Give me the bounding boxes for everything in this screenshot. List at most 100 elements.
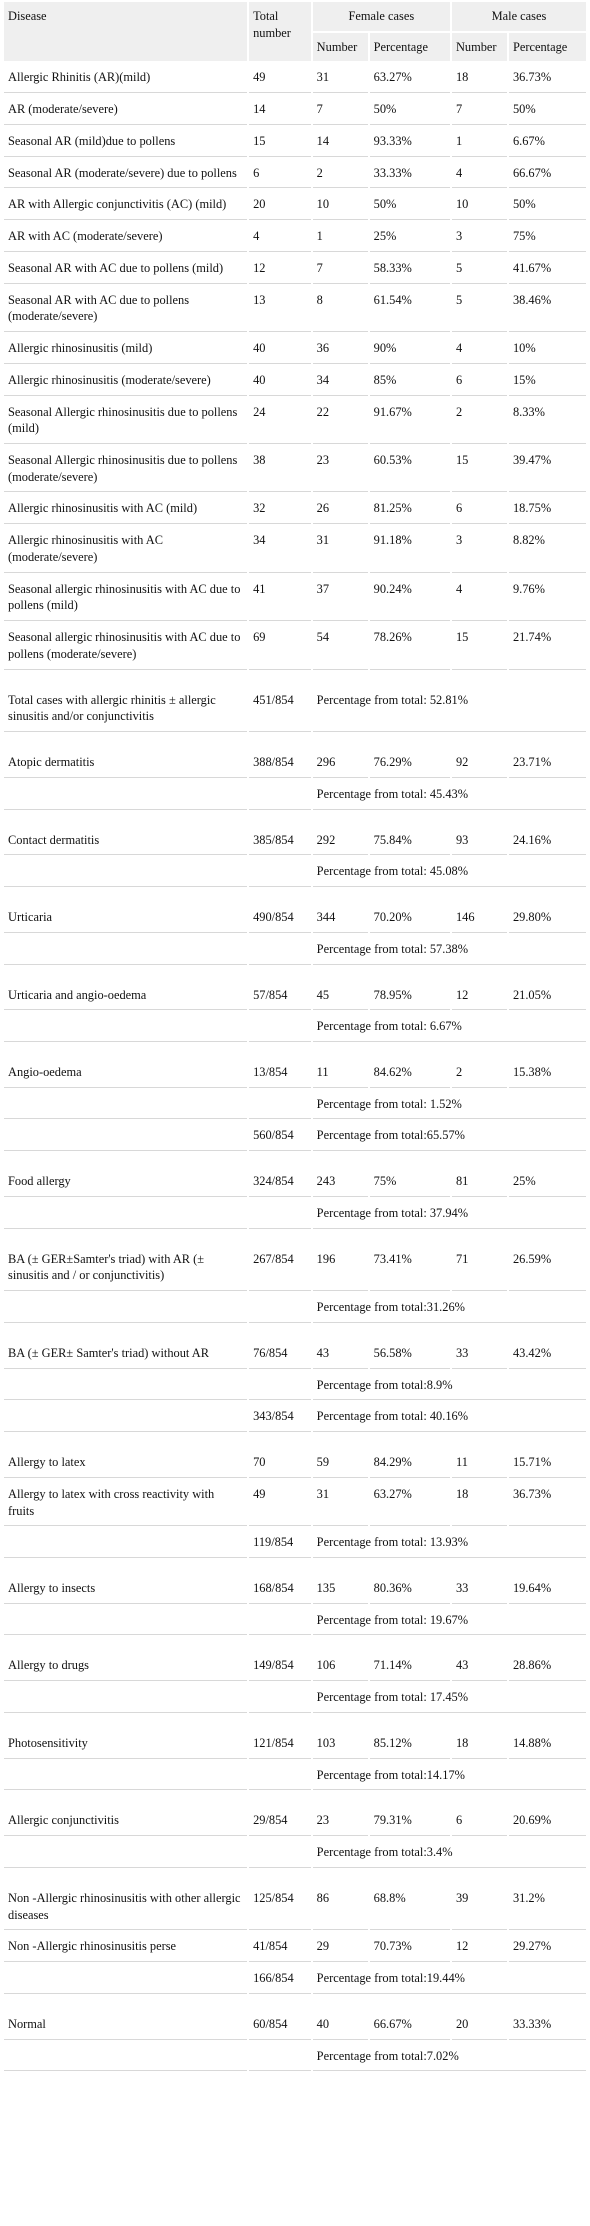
table-row: Photosensitivity 121/854 103 85.12% 18 14.88%: [4, 1729, 586, 1759]
male-number-cell: 93: [451, 826, 507, 856]
female-number-cell: 135: [312, 1574, 368, 1604]
total-number-cell: 4: [249, 222, 311, 252]
male-number-cell: 3: [451, 222, 507, 252]
male-percentage-cell: 8.82%: [508, 526, 586, 573]
male-number-cell: 4: [451, 575, 507, 622]
male-number-cell: 2: [451, 1058, 507, 1088]
total-number-cell: [249, 1606, 311, 1636]
male-percentage-cell: 50%: [508, 190, 586, 221]
group-separator: [4, 734, 586, 746]
percentage-from-total-cell: Percentage from total:19.44%: [312, 1964, 586, 1994]
female-number-cell: 26: [312, 494, 368, 525]
female-number-cell: 36: [312, 334, 368, 364]
header-total-number: Total number: [249, 2, 311, 62]
male-number-cell: 6: [451, 494, 507, 525]
total-number-cell: 34: [249, 526, 311, 573]
table-row: Normal 60/854 40 66.67% 20 33.33%: [4, 2010, 586, 2040]
total-number-cell: 14: [249, 95, 311, 125]
male-percentage-cell: 66.67%: [508, 159, 586, 189]
disease-cell: Allergic conjunctivitis: [4, 1806, 248, 1837]
disease-cell: Seasonal Allergic rhinosinusitis due to …: [4, 398, 248, 445]
total-number-cell: 40: [249, 366, 311, 396]
header-male-number: Number: [451, 32, 507, 62]
table-row: Percentage from total: 57.38%: [4, 935, 586, 965]
separator-cell: [4, 1231, 586, 1243]
female-number-cell: 1: [312, 222, 368, 252]
male-number-cell: 5: [451, 254, 507, 284]
female-number-cell: 45: [312, 981, 368, 1011]
total-number-cell: [249, 780, 311, 810]
total-number-cell: 60/854: [249, 2010, 311, 2040]
female-percentage-cell: 70.73%: [369, 1932, 450, 1963]
header-male-percentage: Percentage: [508, 32, 586, 62]
disease-cell: Photosensitivity: [4, 1729, 248, 1759]
total-number-cell: [249, 935, 311, 965]
female-number-cell: 11: [312, 1058, 368, 1088]
female-percentage-cell: 91.67%: [369, 398, 450, 445]
group-separator: [4, 1792, 586, 1804]
table-row: Urticaria and angio-oedema 57/854 45 78.95%…: [4, 981, 586, 1011]
female-percentage-cell: 73.41%: [369, 1245, 450, 1292]
male-percentage-cell: 29.27%: [508, 1932, 586, 1963]
group-separator: [4, 1231, 586, 1243]
female-number-cell: 10: [312, 190, 368, 221]
table-row: Percentage from total: 45.43%: [4, 780, 586, 810]
table-row: Seasonal allergic rhinosinusitis with AC…: [4, 623, 586, 670]
separator-cell: [4, 1637, 586, 1649]
group-separator: [4, 1870, 586, 1882]
total-number-cell: 76/854: [249, 1339, 311, 1369]
female-percentage-cell: 80.36%: [369, 1574, 450, 1604]
separator-cell: [4, 812, 586, 824]
table-row: Allergic conjunctivitis 29/854 23 79.31% 6 20…: [4, 1806, 586, 1837]
male-percentage-cell: 9.76%: [508, 575, 586, 622]
male-percentage-cell: 15.38%: [508, 1058, 586, 1088]
disease-cell: Atopic dermatitis: [4, 748, 248, 778]
disease-cell: AR with AC (moderate/severe): [4, 222, 248, 252]
disease-cell: [4, 1199, 248, 1229]
male-percentage-cell: 50%: [508, 95, 586, 125]
male-percentage-cell: 20.69%: [508, 1806, 586, 1837]
male-percentage-cell: 18.75%: [508, 494, 586, 525]
table-row: 119/854 Percentage from total: 13.93%: [4, 1528, 586, 1558]
table-header: Disease Total number Female cases Male c…: [4, 2, 586, 62]
total-number-cell: 29/854: [249, 1806, 311, 1837]
disease-cell: Allergic rhinosinusitis (moderate/severe…: [4, 366, 248, 396]
male-number-cell: 18: [451, 63, 507, 94]
male-percentage-cell: 8.33%: [508, 398, 586, 445]
disease-cell: [4, 1293, 248, 1323]
female-number-cell: 106: [312, 1651, 368, 1682]
total-number-cell: 6: [249, 159, 311, 189]
female-number-cell: 23: [312, 446, 368, 493]
male-number-cell: 11: [451, 1448, 507, 1478]
female-percentage-cell: 81.25%: [369, 494, 450, 525]
female-percentage-cell: 61.54%: [369, 286, 450, 333]
female-percentage-cell: 50%: [369, 190, 450, 221]
female-percentage-cell: 33.33%: [369, 159, 450, 189]
total-number-cell: 166/854: [249, 1964, 311, 1994]
separator-cell: [4, 1153, 586, 1165]
female-number-cell: 23: [312, 1806, 368, 1837]
female-percentage-cell: 84.62%: [369, 1058, 450, 1088]
male-percentage-cell: 36.73%: [508, 1480, 586, 1527]
table-row: Seasonal Allergic rhinosinusitis due to …: [4, 398, 586, 445]
total-number-cell: 15: [249, 127, 311, 157]
male-percentage-cell: 75%: [508, 222, 586, 252]
male-percentage-cell: 14.88%: [508, 1729, 586, 1759]
female-percentage-cell: 71.14%: [369, 1651, 450, 1682]
female-percentage-cell: 63.27%: [369, 63, 450, 94]
total-number-cell: 32: [249, 494, 311, 525]
group-separator: [4, 1325, 586, 1337]
female-number-cell: 292: [312, 826, 368, 856]
table-row: Percentage from total:31.26%: [4, 1293, 586, 1323]
male-number-cell: 18: [451, 1729, 507, 1759]
male-percentage-cell: 10%: [508, 334, 586, 364]
disease-cell: Allergic rhinosinusitis (mild): [4, 334, 248, 364]
percentage-from-total-cell: Percentage from total: 19.67%: [312, 1606, 586, 1636]
table-row: Seasonal allergic rhinosinusitis with AC…: [4, 575, 586, 622]
female-number-cell: 86: [312, 1884, 368, 1931]
header-female-percentage: Percentage: [369, 32, 450, 62]
percentage-from-total-cell: Percentage from total:7.02%: [312, 2042, 586, 2072]
female-percentage-cell: 50%: [369, 95, 450, 125]
table-row: Percentage from total: 45.08%: [4, 857, 586, 888]
female-percentage-cell: 25%: [369, 222, 450, 252]
